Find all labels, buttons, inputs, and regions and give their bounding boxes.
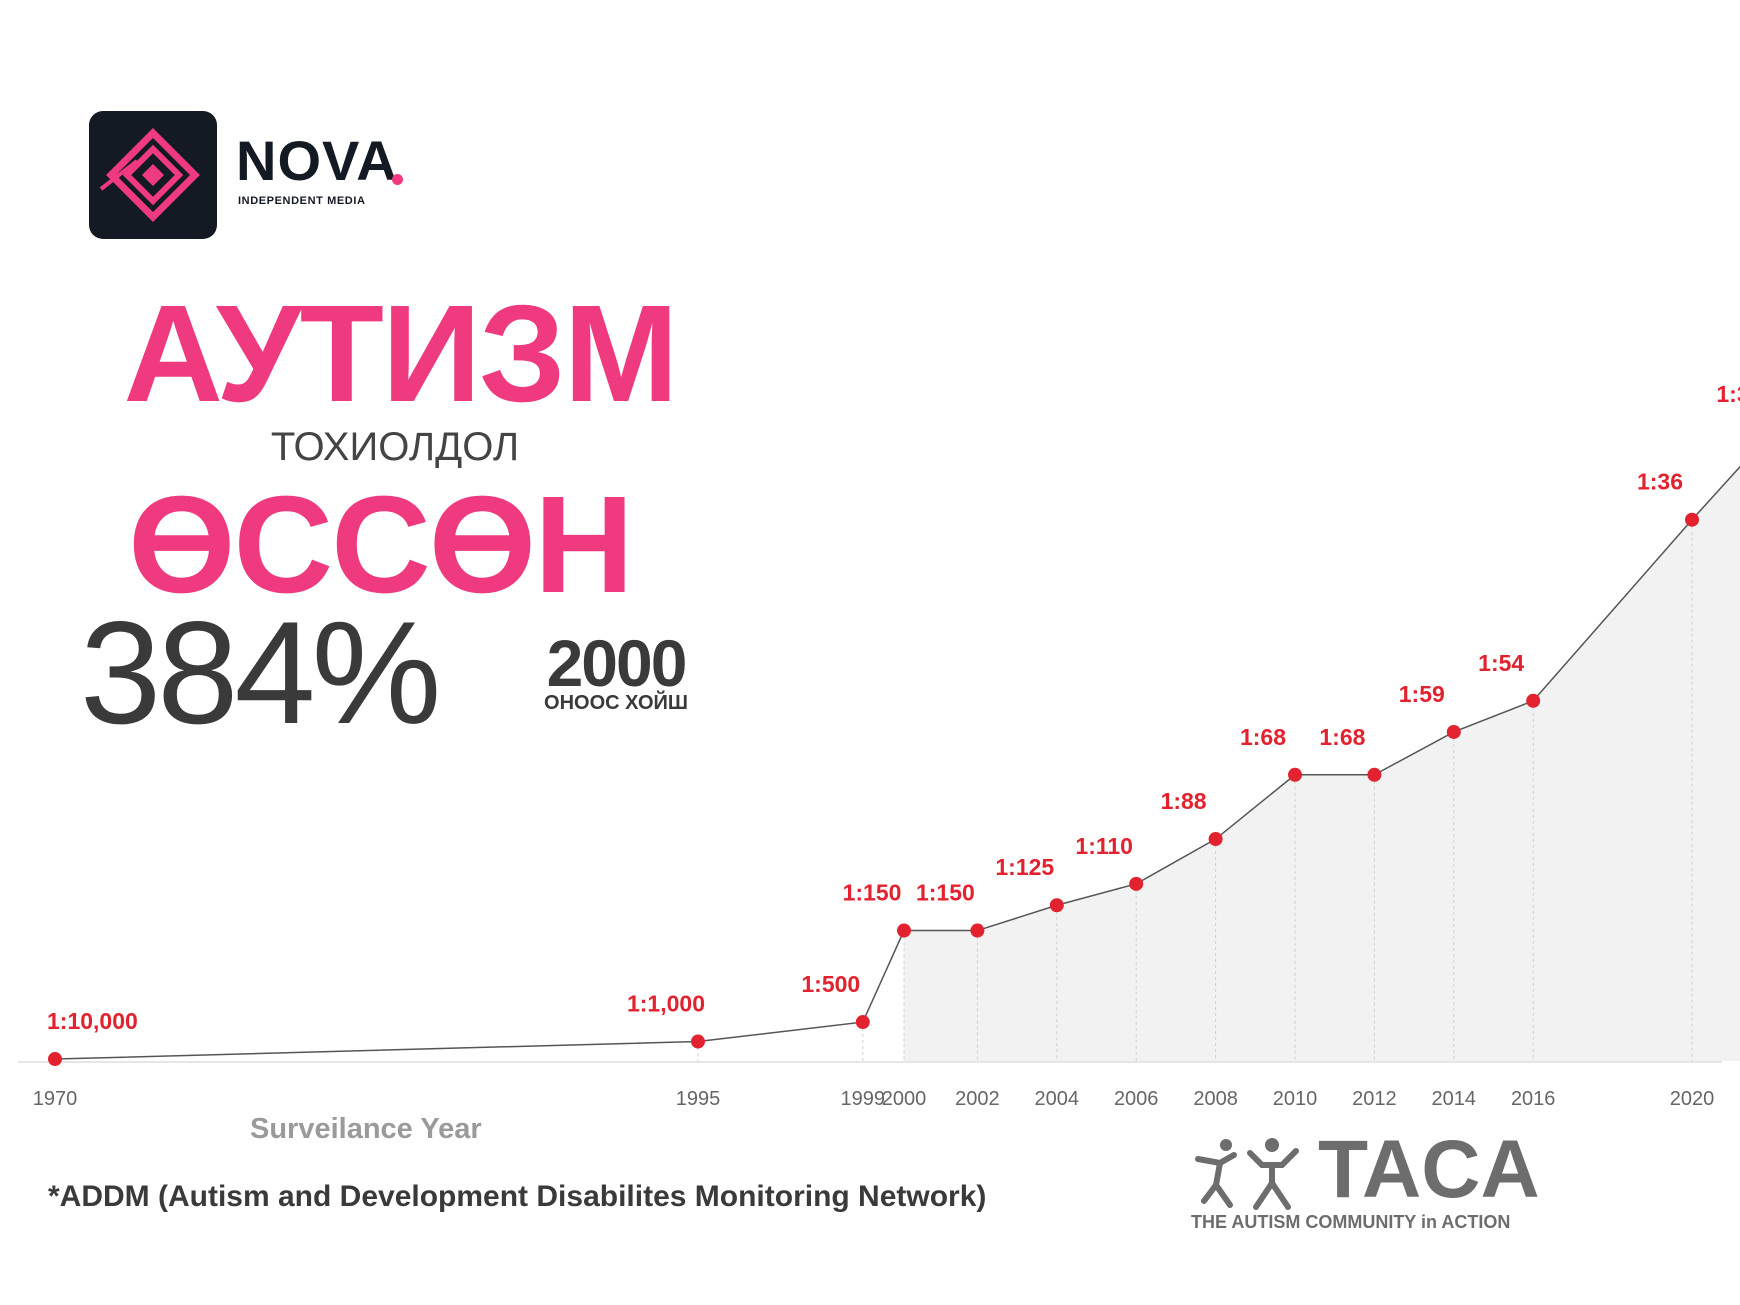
x-tick-label: 2014 [1432,1088,1477,1110]
data-label: 1:1,000 [627,991,705,1017]
x-tick-label: 1999 [841,1088,886,1110]
x-tick-label: 2010 [1273,1088,1318,1110]
source-footnote: *ADDM (Autism and Development Disabilite… [48,1180,987,1213]
data-point [897,923,911,938]
data-label: 1:500 [801,971,860,997]
data-label: 1:59 [1399,681,1445,707]
data-point [691,1034,705,1049]
taca-tagline: THE AUTISM COMMUNITY in ACTION [1191,1212,1511,1232]
data-point [1208,832,1223,847]
data-point [1685,512,1699,527]
data-label: 1:10,000 [47,1008,138,1034]
data-label: 1:31 [1716,381,1740,407]
spiral-logo-icon [99,128,200,222]
data-point [1049,898,1064,913]
headline-autism: АУТИЗМ [123,277,678,431]
x-axis-title: Surveilance Year [250,1113,482,1145]
taca-name: TACA [1318,1124,1540,1215]
x-tick-label: 2006 [1114,1088,1159,1110]
data-label: 1:68 [1319,724,1365,750]
headline-cases: ТОХИОЛДОЛ [270,425,520,469]
since-text: ОНООС ХОЙШ [544,692,688,714]
x-tick-label: 2002 [955,1088,1000,1110]
brand-name: NOVA [236,129,398,192]
data-label: 1:150 [916,880,975,906]
nova-logo [89,111,217,239]
x-tick-label: 2012 [1352,1088,1397,1110]
data-label: 1:125 [995,854,1054,880]
data-point [1288,767,1302,782]
x-tick-label: 2020 [1670,1088,1715,1110]
data-point [1367,767,1382,782]
area-fill [904,466,1740,1061]
data-label: 1:150 [843,880,902,906]
data-point [48,1052,62,1067]
data-label: 1:36 [1637,469,1683,495]
data-point [1526,693,1541,708]
brand-dot [392,174,403,185]
data-label: 1:54 [1478,650,1524,676]
data-point [970,923,985,938]
x-tick-label: 2016 [1511,1088,1556,1110]
since-year: 2000 [546,626,688,700]
x-tick-label: 2000 [882,1088,927,1110]
series-line [54,465,1740,1060]
increase-percent: 384% [80,591,441,754]
taca-figures-icon [1195,1138,1299,1210]
x-tick-label: 2008 [1193,1088,1238,1110]
data-point [1129,876,1144,891]
x-tick-label: 2004 [1035,1088,1080,1110]
data-point [1446,724,1461,739]
headline-increased: ӨССӨН [128,468,634,622]
data-label: 1:110 [1075,833,1133,859]
data-point [855,1015,870,1030]
brand-tagline: INDEPENDENT MEDIA [238,195,366,207]
x-tick-label: 1970 [33,1088,78,1110]
data-label: 1:88 [1161,788,1207,814]
x-tick-label: 1995 [676,1088,721,1110]
data-label: 1:68 [1240,724,1286,750]
